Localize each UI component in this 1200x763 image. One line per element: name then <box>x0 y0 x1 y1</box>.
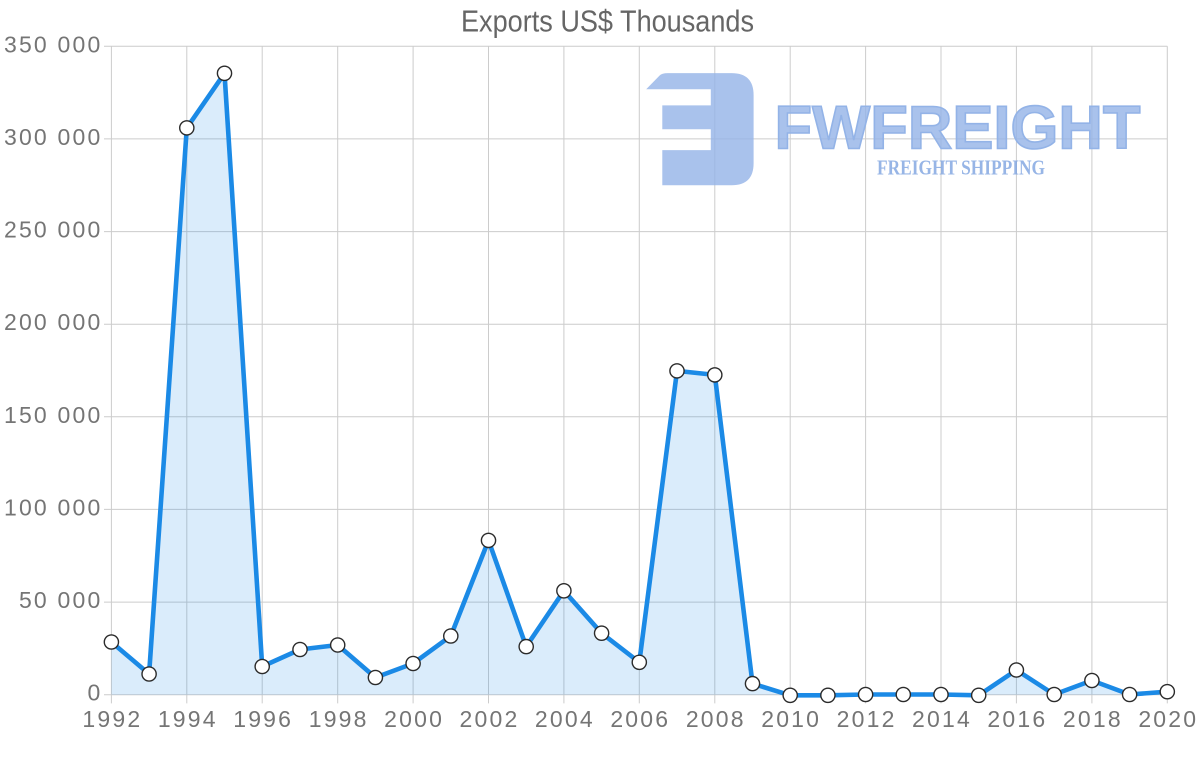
svg-text:2020: 2020 <box>1138 706 1198 732</box>
svg-text:2012: 2012 <box>837 706 897 732</box>
svg-text:1992: 1992 <box>82 706 142 732</box>
svg-text:50 000: 50 000 <box>19 587 103 613</box>
svg-text:2008: 2008 <box>686 706 746 732</box>
svg-text:1996: 1996 <box>233 706 293 732</box>
svg-text:FWFREIGHT: FWFREIGHT <box>775 94 1141 162</box>
svg-text:200 000: 200 000 <box>4 309 103 335</box>
svg-text:2006: 2006 <box>610 706 670 732</box>
svg-text:2002: 2002 <box>460 706 520 732</box>
svg-text:2004: 2004 <box>535 706 595 732</box>
svg-text:350 000: 350 000 <box>4 31 103 57</box>
svg-text:300 000: 300 000 <box>4 124 103 150</box>
svg-text:1994: 1994 <box>158 706 218 732</box>
svg-text:Exports US$ Thousands: Exports US$ Thousands <box>461 4 754 39</box>
svg-text:2000: 2000 <box>384 706 444 732</box>
svg-text:0: 0 <box>88 680 103 706</box>
svg-text:250 000: 250 000 <box>4 217 103 243</box>
svg-text:1998: 1998 <box>309 706 369 732</box>
svg-text:2018: 2018 <box>1063 706 1123 732</box>
svg-text:2016: 2016 <box>987 706 1047 732</box>
svg-text:100 000: 100 000 <box>4 495 103 521</box>
svg-text:FREIGHT SHIPPING: FREIGHT SHIPPING <box>877 156 1045 180</box>
svg-text:2010: 2010 <box>761 706 821 732</box>
svg-text:150 000: 150 000 <box>4 402 103 428</box>
svg-text:2014: 2014 <box>912 706 972 732</box>
